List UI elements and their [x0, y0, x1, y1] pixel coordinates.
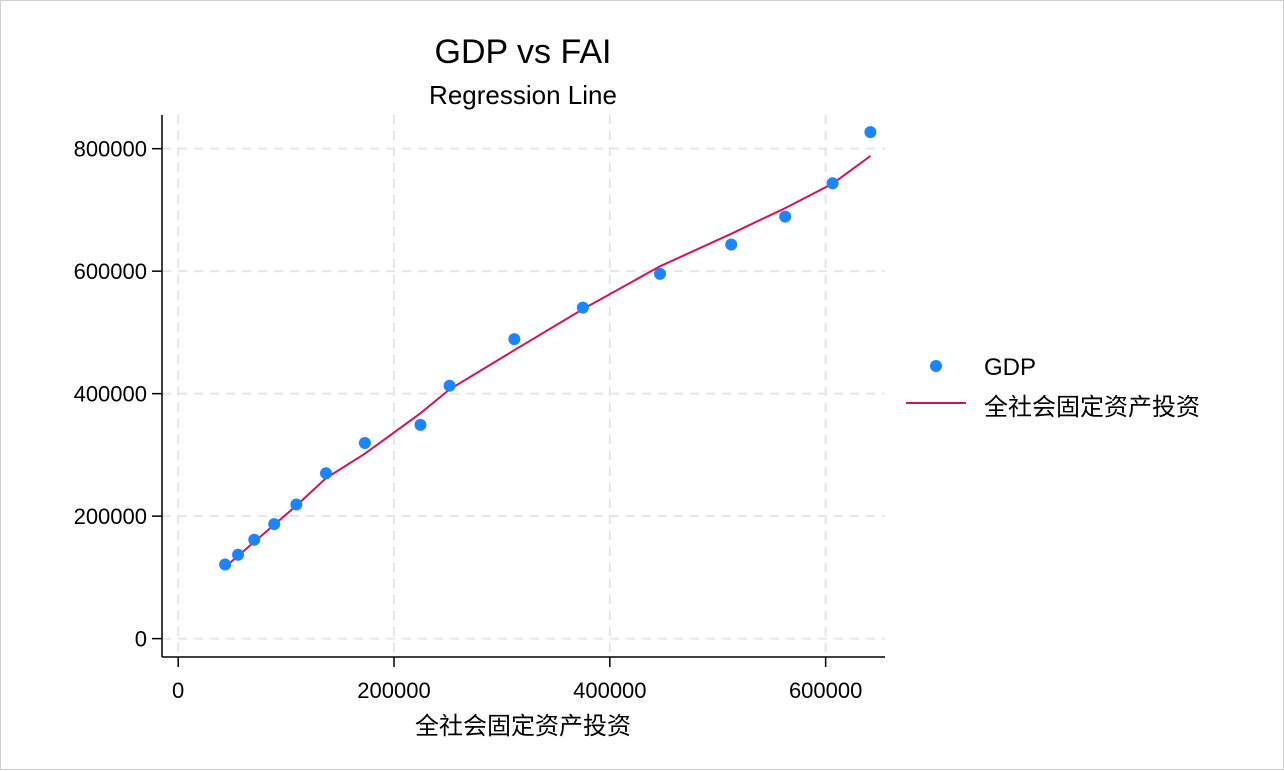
regression-line-series — [224, 155, 871, 568]
gdp-data-point — [576, 301, 589, 314]
gdp-data-point — [443, 379, 456, 392]
chart-subtitle: Regression Line — [429, 80, 617, 110]
x-tick-label: 200000 — [357, 678, 430, 703]
x-axis-label: 全社会固定资产投资 — [415, 713, 631, 740]
gdp-data-point — [414, 418, 427, 431]
grid-lines — [162, 115, 885, 657]
gdp-data-point — [219, 558, 232, 571]
gdp-data-point — [268, 518, 281, 531]
gdp-data-point — [290, 498, 303, 511]
regression-line — [224, 155, 871, 568]
gdp-data-point — [654, 267, 667, 280]
y-tick-label: 200000 — [74, 504, 147, 529]
y-tick-label: 400000 — [74, 382, 147, 407]
y-tick-label: 600000 — [74, 259, 147, 284]
legend-marker-gdp — [930, 360, 942, 372]
ticks: 0 200000 400000 600000 800000 0 200000 400000 60… — [74, 137, 863, 703]
gdp-data-point — [248, 533, 261, 546]
gdp-data-point — [358, 436, 371, 449]
legend-label-gdp: GDP — [984, 354, 1036, 381]
x-tick-label: 0 — [172, 678, 184, 703]
legend: GDP 全社会固定资产投资 — [906, 354, 1200, 421]
gdp-data-point — [779, 210, 792, 223]
legend-label-regression: 全社会固定资产投资 — [984, 394, 1200, 421]
gdp-data-point — [508, 333, 521, 346]
gdp-data-point — [232, 548, 245, 561]
gdp-data-point — [864, 126, 877, 139]
y-tick-label: 0 — [135, 627, 147, 652]
y-tick-label: 800000 — [74, 137, 147, 162]
chart-title: GDP vs FAI — [435, 33, 612, 71]
x-tick-label: 600000 — [789, 678, 862, 703]
gdp-data-point — [826, 177, 839, 190]
gdp-point-series — [219, 126, 877, 571]
x-tick-label: 400000 — [573, 678, 646, 703]
gdp-data-point — [320, 467, 333, 480]
axes — [161, 115, 885, 658]
gdp-data-point — [725, 238, 738, 251]
